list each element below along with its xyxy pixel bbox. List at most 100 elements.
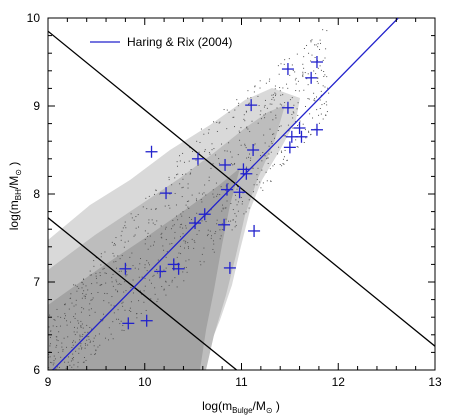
scatter-dot (122, 301, 124, 303)
data-point (145, 145, 158, 158)
scatter-dot (191, 218, 193, 220)
scatter-dot (212, 193, 214, 195)
scatter-dot (93, 337, 95, 339)
scatter-dot (139, 263, 141, 265)
scatter-dot (111, 281, 113, 283)
scatter-dot (76, 290, 78, 292)
scatter-dot (165, 256, 167, 258)
scatter-dot (317, 77, 319, 79)
scatter-dot (49, 336, 51, 338)
scatter-dot (322, 85, 324, 87)
scatter-dot (216, 130, 218, 132)
scatter-dot (269, 103, 271, 105)
scatter-dot (176, 215, 178, 217)
scatter-dot (324, 74, 326, 76)
scatter-dot (294, 71, 296, 73)
scatter-dot (210, 237, 212, 239)
scatter-dot (76, 286, 78, 288)
scatter-dot (302, 74, 304, 76)
scatter-dot (53, 318, 55, 320)
scatter-dot (148, 262, 150, 264)
scatter-dot (170, 228, 172, 230)
scatter-dot (185, 225, 187, 227)
x-axis-title: log(mBulge/M⊙ ) (202, 399, 280, 415)
scatter-dot (244, 145, 246, 147)
scatter-dot (180, 213, 182, 215)
scatter-dot (84, 347, 86, 349)
scatter-dot (311, 54, 313, 56)
scatter-dot (69, 364, 71, 366)
scatter-dot (126, 274, 128, 276)
scatter-dot (182, 186, 184, 188)
scatter-dot (207, 229, 209, 231)
scatter-dot (144, 264, 146, 266)
scatter-dot (48, 353, 50, 355)
scatter-dot (267, 162, 269, 164)
scatter-dot (315, 73, 317, 75)
scatter-dot (232, 116, 234, 118)
scatter-dot (89, 341, 91, 343)
scatter-dot (219, 238, 221, 240)
scatter-dot (312, 117, 314, 119)
scatter-dot (284, 59, 286, 61)
x-tick-label: 9 (45, 375, 52, 389)
scatter-dot (278, 146, 280, 148)
scatter-dot (110, 333, 112, 335)
scatter-dot (81, 348, 83, 350)
scatter-dot (95, 275, 97, 277)
scatter-dot (62, 349, 64, 351)
scatter-dot (135, 216, 137, 218)
scatter-dot (266, 180, 268, 182)
scatter-dot (250, 97, 252, 99)
scatter-dot (83, 361, 85, 363)
scatter-dot (154, 224, 156, 226)
scatter-dot (211, 149, 213, 151)
scatter-dot (210, 209, 212, 211)
scatter-dot (236, 204, 238, 206)
scatter-dot (221, 229, 223, 231)
scatter-dot (207, 132, 209, 134)
scatter-dot (124, 241, 126, 243)
scatter-dot (325, 101, 327, 103)
scatter-dot (198, 230, 200, 232)
scatter-dot (182, 271, 184, 273)
scatter-dot (99, 284, 101, 286)
scatter-dot (263, 134, 265, 136)
scatter-dot (232, 209, 234, 211)
scatter-dot (222, 204, 224, 206)
scatter-dot (56, 326, 58, 328)
scatter-dot (117, 309, 119, 311)
scatter-dot (156, 268, 158, 270)
black-line-upper (48, 30, 435, 347)
scatter-dot (246, 157, 248, 159)
scatter-dot (288, 130, 290, 132)
scatter-dot (150, 245, 152, 247)
scatter-dot (135, 227, 137, 229)
scatter-dot (117, 255, 119, 257)
scatter-dot (218, 158, 220, 160)
scatter-dot (231, 156, 233, 158)
scatter-dot (136, 317, 138, 319)
scatter-dot (282, 94, 284, 96)
scatter-dot (319, 107, 321, 109)
scatter-dot (245, 211, 247, 213)
scatter-dot (201, 193, 203, 195)
scatter-dot (180, 253, 182, 255)
scatter-dot (80, 345, 82, 347)
scatter-dot (81, 323, 83, 325)
scatter-dot (73, 284, 75, 286)
scatter-dot (176, 174, 178, 176)
scatter-dot (103, 300, 105, 302)
scatter-dot (174, 193, 176, 195)
x-tick-label: 10 (138, 375, 152, 389)
scatter-dot (156, 272, 158, 274)
scatter-dot (105, 272, 107, 274)
scatter-dot (188, 247, 190, 249)
scatter-dot (94, 311, 96, 313)
scatter-dot (283, 163, 285, 165)
scatter-dot (236, 99, 238, 101)
scatter-dot (72, 341, 74, 343)
scatter-dot (292, 117, 294, 119)
scatter-dot (113, 255, 115, 257)
scatter-dot (322, 59, 324, 61)
